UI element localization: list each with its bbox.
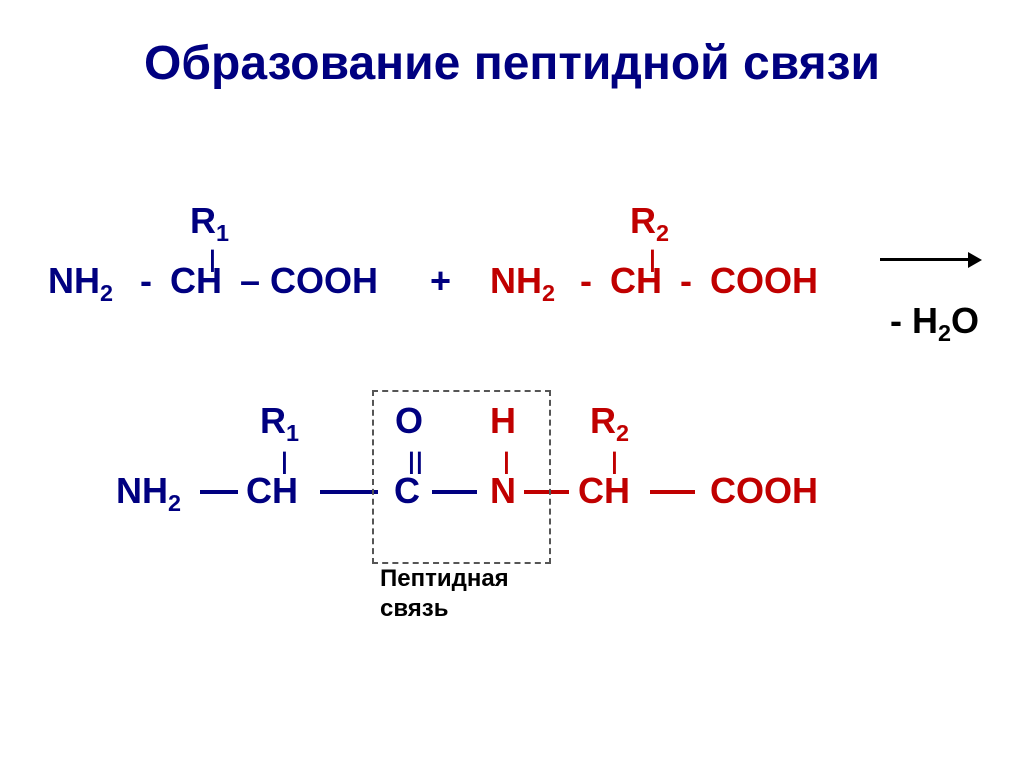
aa2-dash2: - (680, 260, 692, 302)
aa1-cooh: COOH (270, 260, 378, 302)
label-line1: Пептидная (380, 565, 509, 593)
aa2-ch: CH (610, 260, 662, 302)
p-bond-ch-cooh (650, 490, 695, 494)
p-cooh: COOH (710, 470, 818, 512)
aa2-cooh: COOH (710, 260, 818, 302)
reaction-arrow-head (968, 252, 982, 268)
peptide-bond-box (372, 390, 551, 564)
p-nh2: NH2 (116, 470, 181, 517)
aa1-dash1: - (140, 260, 152, 302)
aa2-nh2: NH2 (490, 260, 555, 307)
aa1-nh2: NH2 (48, 260, 113, 307)
label-line2: связь (380, 595, 448, 623)
p-ch2: CH (578, 470, 630, 512)
diagram-title: Образование пептидной связи (0, 36, 1024, 91)
water-loss: - H2O (890, 300, 979, 347)
p-bond-nh2-ch (200, 490, 238, 494)
aa1-dash2: – (240, 260, 260, 302)
plus-sign: + (430, 260, 451, 302)
p-bond-ch-c (320, 490, 378, 494)
reaction-arrow (880, 258, 970, 261)
aa2-dash1: - (580, 260, 592, 302)
aa1-ch: CH (170, 260, 222, 302)
p-ch1: CH (246, 470, 298, 512)
